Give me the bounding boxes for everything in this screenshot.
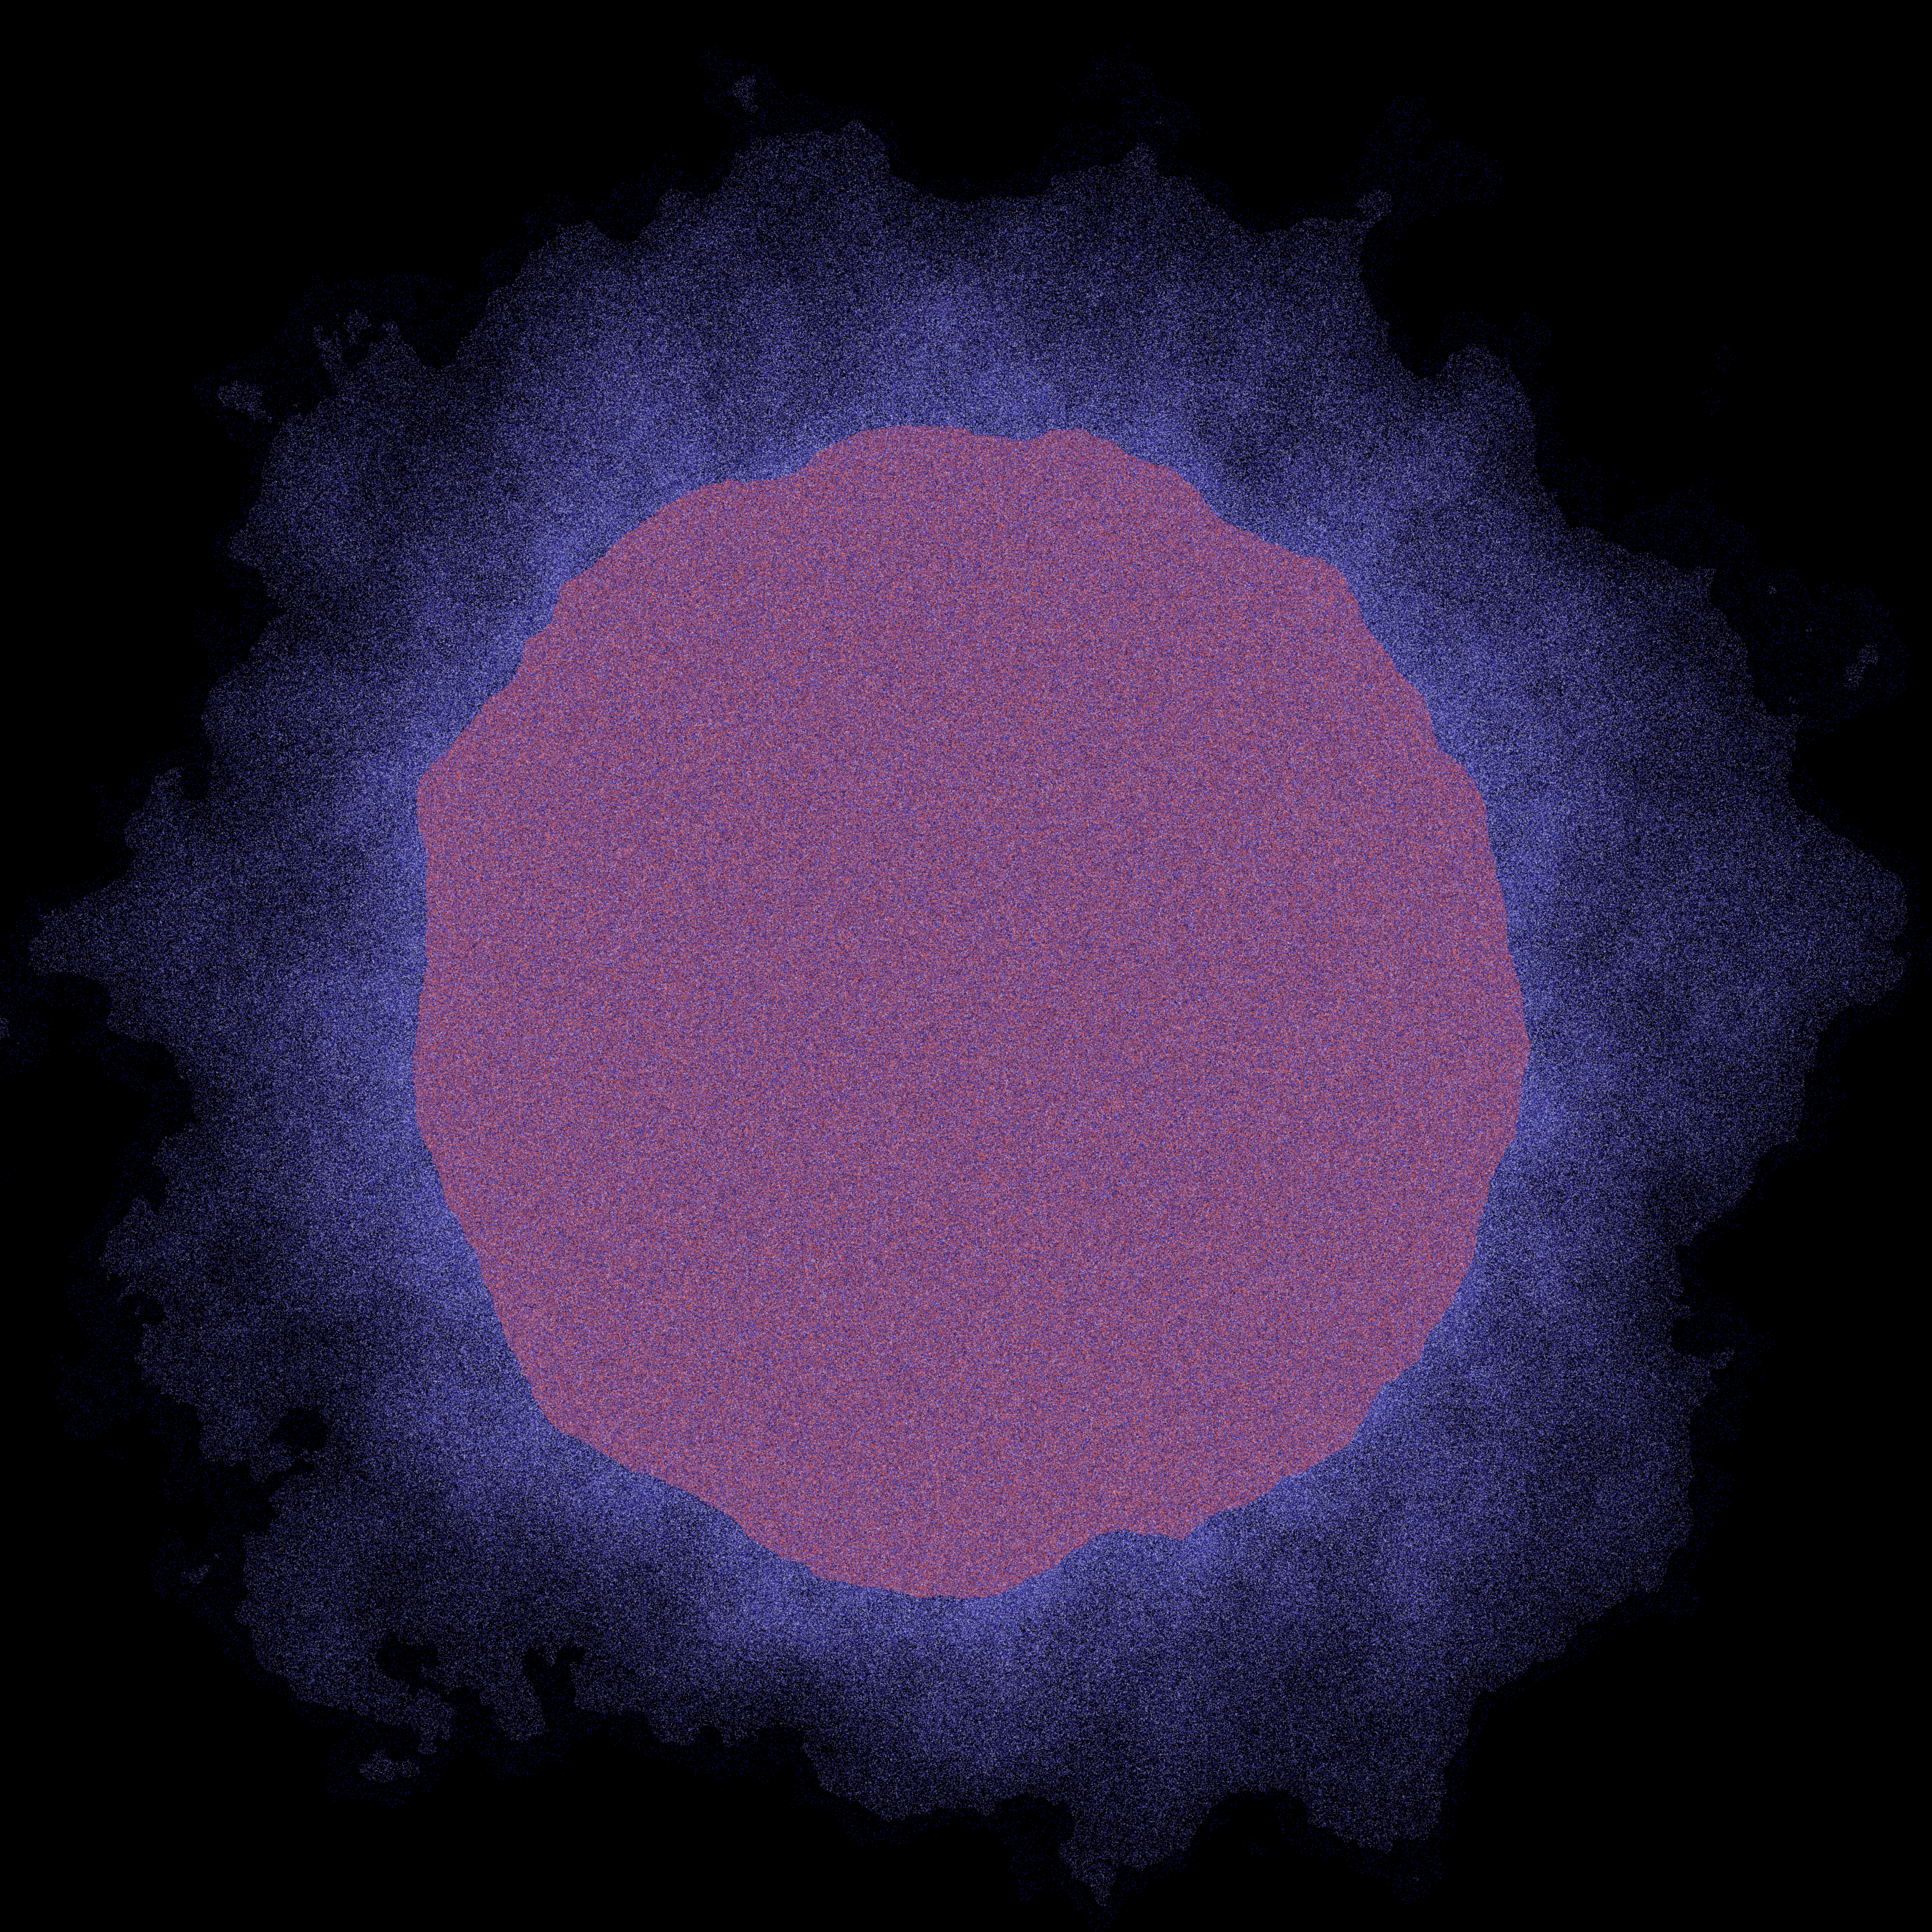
particle-cloud-image — [0, 0, 1932, 1932]
image-stage — [0, 0, 1932, 1932]
